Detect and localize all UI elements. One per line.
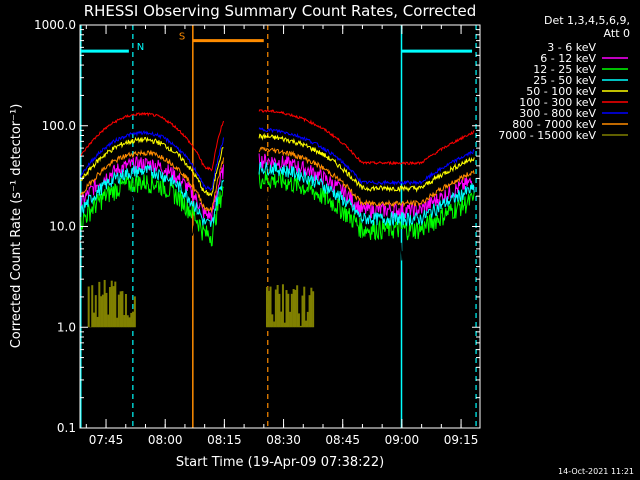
legend-label: 100 - 300 keV — [519, 96, 596, 109]
marker-label: N — [137, 42, 144, 53]
series-line — [80, 164, 224, 227]
series-line — [80, 149, 224, 213]
series-line — [258, 189, 475, 263]
legend-label: 7000 - 15000 keV — [498, 129, 596, 142]
y-axis-label: Corrected Count Rate (s⁻¹ detector⁻¹) — [9, 104, 24, 349]
x-axis-label: Start Time (19-Apr-09 07:38:22) — [176, 455, 384, 470]
x-tick-label: 07:45 — [89, 433, 124, 447]
y-tick-label: 1000.0 — [34, 18, 76, 32]
chart-title: RHESSI Observing Summary Count Rates, Co… — [84, 2, 477, 20]
y-tick-label: 0.1 — [57, 421, 76, 435]
y-tick-label: 100.0 — [42, 119, 76, 133]
legend-label: 6 - 12 keV — [540, 52, 596, 65]
series-line — [80, 130, 224, 192]
legend-label: 3 - 6 keV — [547, 41, 596, 54]
series-lines — [80, 108, 475, 328]
legend-label: 300 - 800 keV — [519, 107, 596, 120]
series-line — [258, 132, 475, 193]
series-line — [258, 146, 475, 208]
time-markers: NS — [80, 25, 477, 428]
y-tick-label: 10.0 — [49, 220, 76, 234]
series-line — [80, 174, 224, 247]
series-line — [258, 153, 475, 220]
x-tick-label: 08:00 — [148, 433, 183, 447]
x-tick-label: 08:45 — [325, 433, 360, 447]
x-tick-label: 09:00 — [385, 433, 420, 447]
legend-label: 12 - 25 keV — [533, 63, 596, 76]
timestamp: 14-Oct-2021 11:21 — [558, 467, 634, 476]
x-tick-label: 09:15 — [444, 433, 479, 447]
legend-header-line-1: Det 1,3,4,5,6,9, — [544, 14, 630, 27]
series-line — [258, 161, 475, 227]
legend-label: 50 - 100 keV — [526, 85, 596, 98]
series-line — [80, 136, 224, 197]
series-line — [80, 111, 224, 172]
x-tick-label: 08:30 — [266, 433, 301, 447]
y-tick-label: 1.0 — [57, 320, 76, 334]
series-line — [258, 171, 475, 241]
legend-header-line-2: Att 0 — [604, 27, 630, 40]
axes: 1000.0 100.0 10.0 1.0 0.1 07:45 08:00 08:15 08:3… — [34, 18, 480, 447]
marker-label: S — [179, 32, 185, 43]
series-line — [80, 156, 224, 223]
series-line — [258, 127, 475, 187]
x-tick-label: 08:15 — [207, 433, 242, 447]
legend-label: 800 - 7000 keV — [512, 118, 596, 131]
series-line — [80, 192, 224, 266]
legend-label: 25 - 50 keV — [533, 74, 596, 87]
series-line — [258, 108, 475, 166]
